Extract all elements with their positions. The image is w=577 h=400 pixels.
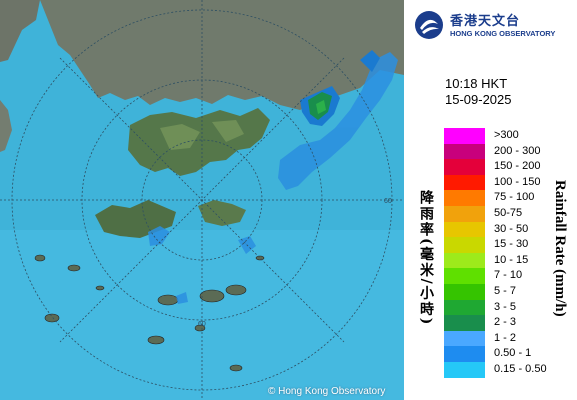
legend-item: 75 - 100 <box>444 190 577 206</box>
radar-map-graphic: 60 60 <box>0 0 404 400</box>
legend-item: 3 - 5 <box>444 299 577 316</box>
legend-color-swatch <box>444 268 485 284</box>
west-coast <box>0 100 12 152</box>
legend-range-label: 1 - 2 <box>494 331 517 344</box>
legend-range-label: 75 - 100 <box>494 191 535 204</box>
legend-range-label: 50-75 <box>494 206 523 219</box>
legend-range-label: 30 - 50 <box>494 222 529 235</box>
legend-item: 15 - 30 <box>444 237 577 253</box>
hills-highlight <box>160 120 244 150</box>
legend-color-swatch <box>444 143 485 160</box>
legend-range-label: 5 - 7 <box>494 284 517 297</box>
legend-color-swatch <box>444 221 485 238</box>
legend-color-swatch <box>444 315 485 331</box>
range-label: 60 <box>384 198 392 205</box>
legend-range-label: 150 - 200 <box>494 160 541 173</box>
logo-english-text: HONG KONG OBSERVATORY <box>450 29 556 38</box>
hong-kong-island <box>198 200 246 226</box>
legend-color-swatch <box>444 252 485 269</box>
legend-color-swatch <box>444 174 485 191</box>
legend-color-swatch <box>444 237 485 253</box>
legend-range-label: 15 - 30 <box>494 238 529 251</box>
radar-map: 60 60 © Hong Kong Observatory <box>0 0 404 400</box>
legend-title-chinese: 降雨率(毫米/小時) <box>418 190 434 327</box>
radar-date: 15-09-2025 <box>445 92 512 107</box>
hko-logo: 香港天文台 HONG KONG OBSERVATORY <box>414 8 574 42</box>
legend-item: 100 - 150 <box>444 174 577 191</box>
legend-color-swatch <box>444 205 485 222</box>
legend-item: 5 - 7 <box>444 283 577 300</box>
legend-item: 0.50 - 1 <box>444 346 577 362</box>
radar-time: 10:18 HKT <box>445 76 508 91</box>
legend-color-swatch <box>444 299 485 316</box>
legend-item: >300 <box>444 128 577 144</box>
legend-title-english: Rainfall Rate (mm/h) <box>552 180 568 317</box>
legend-color-swatch <box>444 361 485 378</box>
legend-range-label: >300 <box>494 129 519 141</box>
legend-item: 30 - 50 <box>444 221 577 238</box>
legend-range-label: 2 - 3 <box>494 316 517 329</box>
legend-item: 2 - 3 <box>444 315 577 331</box>
legend-range-label: 3 - 5 <box>494 300 517 313</box>
legend-range-label: 0.50 - 1 <box>494 347 532 360</box>
legend-panel: 香港天文台 HONG KONG OBSERVATORY 10:18 HKT 15… <box>404 0 577 400</box>
legend-color-swatch <box>444 190 485 206</box>
mainland-north <box>40 0 404 110</box>
legend-range-label: 200 - 300 <box>494 144 541 157</box>
legend-range-label: 10 - 15 <box>494 253 529 266</box>
legend-color-swatch <box>444 283 485 300</box>
legend-item: 1 - 2 <box>444 330 577 347</box>
legend-item: 200 - 300 <box>444 143 577 160</box>
legend-item: 0.15 - 0.50 <box>444 361 577 378</box>
range-rings <box>0 0 404 400</box>
rain-echo-moderate <box>300 50 380 126</box>
legend-color-swatch <box>444 128 485 144</box>
outlying-islands <box>34 254 265 372</box>
legend-range-label: 0.15 - 0.50 <box>494 362 547 375</box>
legend-item: 7 - 10 <box>444 268 577 284</box>
legend-item: 10 - 15 <box>444 252 577 269</box>
range-label: 60 <box>198 321 206 328</box>
legend-range-label: 7 - 10 <box>494 269 523 282</box>
legend-color-swatch <box>444 330 485 347</box>
sea-south <box>0 230 404 400</box>
copyright-text: © Hong Kong Observatory <box>268 386 386 397</box>
legend-item: 50-75 <box>444 205 577 222</box>
rainfall-legend: >300 200 - 300 150 - 200 100 - 150 75 - 100 5… <box>444 128 577 378</box>
mainland-west <box>0 0 40 62</box>
legend-color-swatch <box>444 346 485 362</box>
logo-chinese-text: 香港天文台 <box>450 14 521 29</box>
legend-item: 150 - 200 <box>444 159 577 175</box>
hko-logo-icon <box>415 11 443 39</box>
legend-color-swatch <box>444 159 485 175</box>
legend-range-label: 100 - 150 <box>494 175 541 188</box>
